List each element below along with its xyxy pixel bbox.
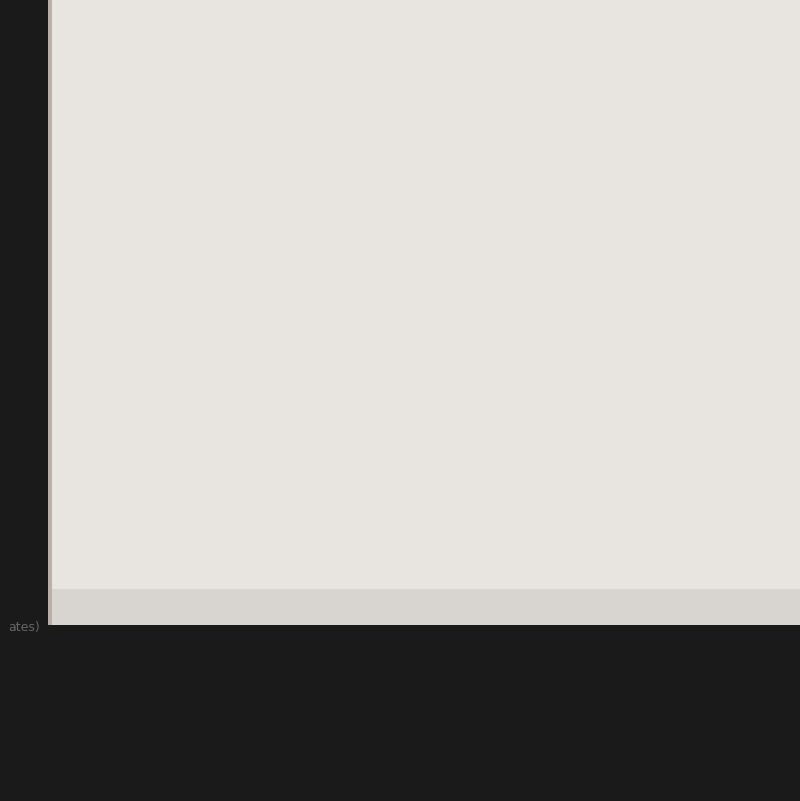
Text: C: C [497, 300, 509, 318]
Text: A: A [282, 300, 295, 318]
Text: The value of ∠B is: The value of ∠B is [93, 489, 246, 506]
Text: ates): ates) [8, 621, 40, 634]
Text: (3x – 13)°: (3x – 13)° [154, 225, 232, 240]
Text: °: ° [435, 445, 442, 459]
Text: °: ° [435, 522, 442, 535]
Text: ∠A and ∠B.: ∠A and ∠B. [93, 38, 198, 56]
Bar [93, 509, 424, 548]
Text: 4: 4 [23, 292, 35, 309]
Text: (2x + 4)°: (2x + 4)° [413, 122, 486, 137]
Text: The value of ∠A is: The value of ∠A is [93, 412, 246, 430]
Text: B: B [365, 111, 378, 130]
Text: Given the following diagram, find the measures of: Given the following diagram, find the me… [93, 14, 532, 33]
Text: 116°: 116° [514, 241, 553, 256]
Bar [93, 433, 424, 471]
